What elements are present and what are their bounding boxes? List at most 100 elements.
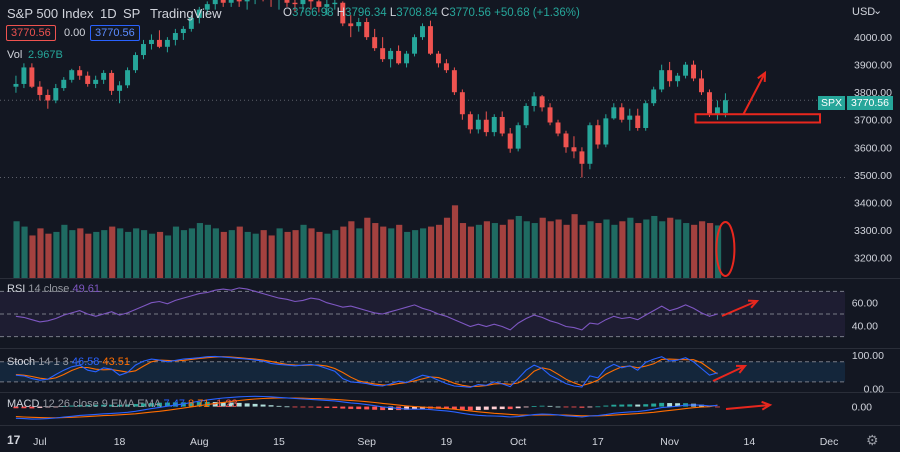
macd-histogram-bar — [85, 404, 91, 407]
volume-bar — [435, 224, 443, 278]
volume-bar — [268, 235, 275, 278]
volume-bar — [579, 224, 586, 278]
candle-body — [300, 0, 306, 5]
candle-body — [388, 50, 394, 60]
macd-histogram-bar — [659, 402, 665, 407]
time-axis-label: Oct — [510, 436, 526, 448]
currency-label[interactable]: USD — [852, 6, 876, 18]
macd-histogram-bar — [117, 404, 123, 407]
volume-bar — [236, 226, 243, 278]
price-axis-label: 3300.00 — [854, 225, 892, 237]
time-axis-label: Aug — [190, 436, 209, 448]
volume-bar — [37, 228, 44, 278]
macd-histogram-bar — [356, 406, 362, 410]
rsi-value: 49.61 — [72, 283, 100, 295]
candle-body — [156, 39, 162, 47]
macd-histogram-bar — [531, 406, 537, 407]
volume-bar — [699, 221, 706, 278]
candle-body — [459, 92, 465, 115]
macd-histogram-bar — [172, 402, 178, 407]
volume-bar — [451, 205, 459, 278]
volume-bar — [148, 233, 156, 278]
macd-axis-label: 0.00 — [852, 402, 873, 414]
volume-bar — [595, 223, 602, 278]
macd-histogram-bar — [587, 406, 593, 408]
ohlc-high: 3796.34 — [345, 7, 387, 19]
volume-bar — [547, 221, 554, 278]
macd-histogram-bar — [37, 406, 43, 408]
macd-histogram-bar — [523, 406, 529, 408]
volume-bar — [260, 230, 267, 278]
macd-histogram-bar — [555, 406, 561, 408]
stoch-arrow-annotation — [712, 365, 746, 382]
candle-body — [523, 105, 529, 126]
macd-histogram-bar — [483, 406, 489, 410]
buy-price-box[interactable]: 3770.56 — [90, 25, 140, 41]
stoch-legend[interactable]: Stoch 14 1 3 46.58 43.51 — [7, 356, 130, 368]
macd-signal-value: 8.71 — [188, 398, 210, 410]
volume-bar — [212, 228, 219, 278]
candle-body — [563, 133, 569, 148]
macd-histogram-bar — [348, 406, 354, 409]
volume-bar — [428, 226, 435, 278]
candle-body — [699, 78, 704, 93]
macd-histogram-bar — [475, 406, 481, 411]
ohlc-change: +50.68 (+1.36%) — [494, 7, 580, 19]
macd-histogram-bar — [539, 405, 545, 407]
macd-histogram-bar — [196, 402, 202, 407]
candle-body — [93, 79, 99, 84]
volume-bar — [133, 228, 140, 278]
rsi-arrow-annotation — [721, 300, 758, 317]
candle-body — [722, 100, 728, 113]
macd-histogram-bar — [714, 406, 720, 408]
macd-hist-value: -1.23 — [212, 398, 238, 410]
volume-bar — [571, 214, 578, 278]
macd-histogram-bar — [141, 403, 146, 407]
candle-body — [611, 107, 617, 119]
candle-body — [372, 37, 378, 49]
volume-bar — [483, 221, 490, 278]
time-axis-label: Sep — [357, 436, 376, 448]
source-label: TradingView — [150, 6, 222, 21]
price-axis-label: 3500.00 — [854, 170, 892, 182]
macd-legend[interactable]: MACD 12 26 close 9 EMA EMA 7.47 8.71 -1.… — [7, 398, 238, 410]
price-tag-value: 3770.56 — [847, 96, 893, 110]
volume-bar — [324, 233, 331, 278]
rsi-params: 14 close — [28, 283, 70, 295]
macd-histogram-bar — [571, 406, 577, 408]
price-axis-label: 3900.00 — [854, 60, 892, 72]
candle-body — [77, 70, 83, 76]
volume-bar — [156, 231, 164, 278]
macd-histogram-bar — [101, 404, 107, 407]
volume-bar — [172, 226, 180, 278]
macd-histogram-bar — [467, 406, 473, 411]
volume-bar — [563, 224, 570, 278]
candle-body — [499, 116, 505, 134]
macd-histogram-bar — [276, 405, 282, 407]
volume-ellipse-annotation — [715, 221, 736, 277]
candle-body — [651, 89, 657, 104]
currency-chevron-icon[interactable]: ⌄ — [873, 5, 883, 17]
settings-gear-icon[interactable]: ⚙ — [866, 432, 879, 448]
candle-body — [691, 64, 697, 79]
sell-price-box[interactable]: 3770.56 — [6, 25, 56, 41]
interval-label[interactable]: 1D — [100, 6, 117, 21]
price-tag-symbol: SPX — [818, 96, 846, 110]
macd-params: 12 26 close 9 EMA EMA — [42, 398, 161, 410]
candle-body — [212, 0, 218, 5]
rsi-legend[interactable]: RSI 14 close 49.61 — [7, 283, 100, 295]
volume-bar — [21, 226, 28, 278]
volume-bar — [396, 224, 403, 278]
candle-body — [515, 125, 521, 149]
price-axis-label: 3700.00 — [854, 115, 892, 127]
ohlc-open: 3766.98 — [291, 7, 334, 19]
volume-bar — [443, 217, 451, 278]
symbol-title[interactable]: S&P 500 Index — [7, 6, 94, 21]
time-axis-label: Dec — [820, 436, 839, 448]
volume-bar — [340, 226, 347, 278]
volume-bar — [109, 226, 116, 278]
volume-bar — [244, 231, 251, 278]
volume-bar — [507, 219, 514, 278]
